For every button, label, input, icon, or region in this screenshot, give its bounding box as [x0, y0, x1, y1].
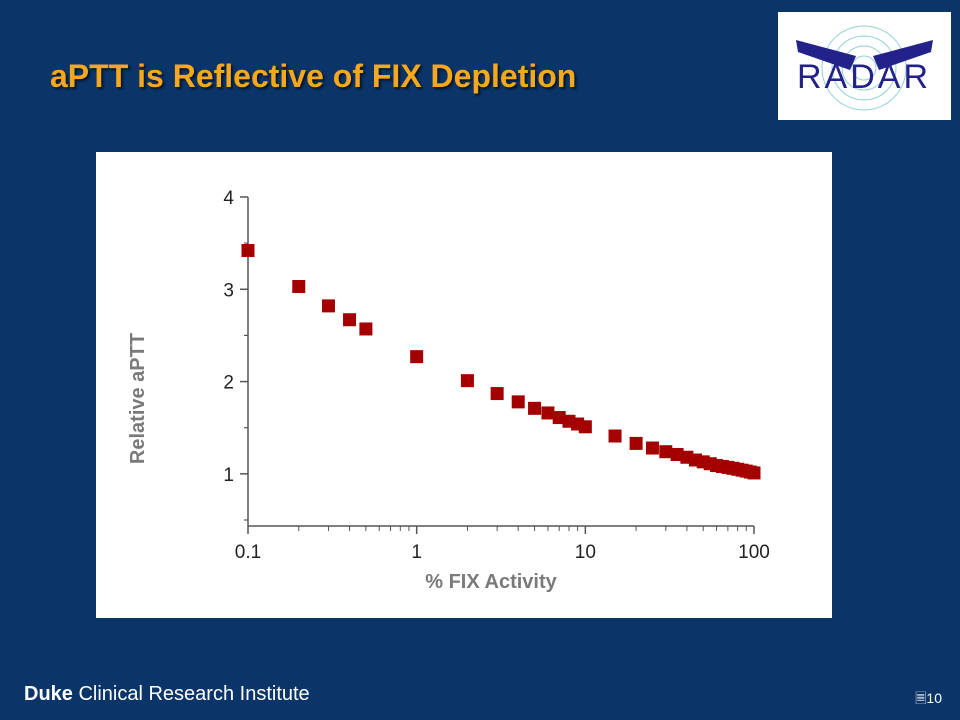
- y-tick-label: 3: [223, 280, 234, 301]
- data-point: [460, 374, 474, 388]
- data-point: [670, 447, 684, 461]
- page-number: 🗏10: [915, 688, 942, 712]
- data-point: [608, 429, 622, 443]
- data-point: [578, 420, 592, 434]
- data-point: [629, 436, 643, 450]
- footer-org-bold: Duke: [24, 683, 73, 705]
- y-tick-label: 2: [223, 373, 234, 394]
- x-tick-label: 100: [738, 542, 770, 563]
- data-point: [292, 280, 306, 294]
- data-point: [359, 322, 373, 336]
- page-number-value: 10: [926, 690, 942, 706]
- data-point: [747, 466, 761, 480]
- data-point: [552, 411, 566, 425]
- footer-org-rest: Clinical Research Institute: [72, 683, 310, 705]
- x-tick-label: 0.1: [235, 542, 261, 563]
- data-point: [511, 395, 525, 409]
- radar-logo-graphic: RADAR: [796, 25, 933, 111]
- y-tick-label: 1: [223, 465, 234, 486]
- logo-wordmark: RADAR: [797, 58, 931, 96]
- data-point: [343, 313, 357, 327]
- data-point: [241, 244, 255, 258]
- y-tick-label: 4: [223, 188, 234, 209]
- x-tick-label: 10: [575, 542, 596, 563]
- data-point: [541, 406, 555, 420]
- x-tick-label: 1: [411, 542, 422, 563]
- document-icon: 🗏: [915, 690, 927, 706]
- radar-logo: RADAR: [778, 12, 951, 120]
- chart-panel: 1 2 3 4 0.1 1 10 100 % FIX Activity Relative aP…: [96, 152, 832, 618]
- slide-title: aPTT is Reflective of FIX Depletion: [50, 58, 577, 94]
- scatter-chart: 1 2 3 4 0.1 1 10 100 % FIX Activity Relative aP…: [127, 188, 770, 593]
- data-point: [490, 387, 504, 401]
- footer-organization: Duke Clinical Research Institute: [24, 683, 310, 706]
- chart-marks: [241, 244, 761, 480]
- data-point: [528, 401, 542, 415]
- chart-axes: 1 2 3 4 0.1 1 10 100: [223, 188, 769, 563]
- data-point: [321, 299, 335, 313]
- y-axis-title: Relative aPTT: [127, 333, 149, 464]
- x-axis-title: % FIX Activity: [425, 571, 557, 593]
- data-point: [659, 445, 673, 459]
- data-point: [410, 350, 424, 364]
- data-point: [645, 441, 659, 455]
